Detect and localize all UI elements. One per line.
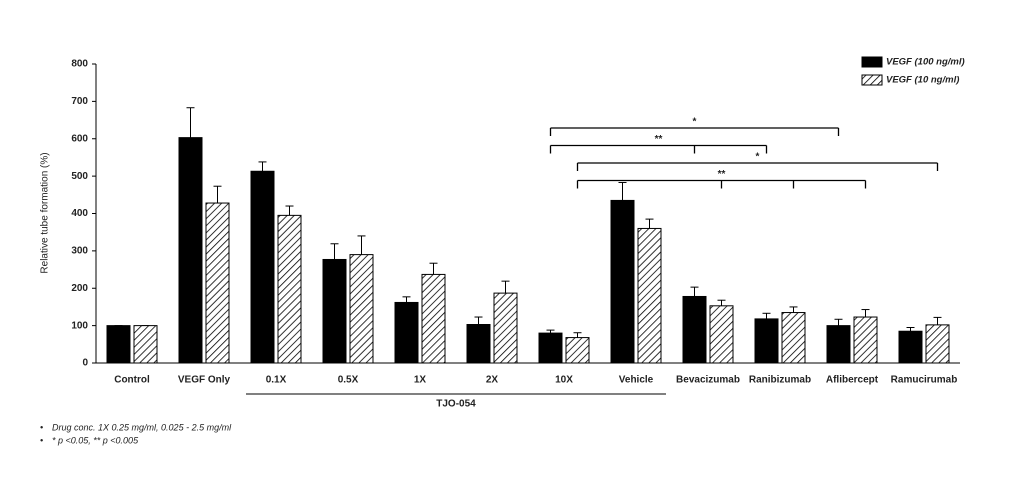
bar bbox=[781, 312, 806, 364]
bar bbox=[178, 137, 203, 364]
bar bbox=[682, 295, 707, 364]
bar bbox=[349, 254, 374, 364]
bar bbox=[754, 318, 779, 364]
bar bbox=[205, 202, 230, 364]
bar bbox=[133, 325, 158, 364]
x-tick-label: Ranibizumab bbox=[749, 375, 811, 386]
x-tick-label: 0.5X bbox=[338, 375, 359, 386]
x-tick-label: 10X bbox=[555, 375, 573, 386]
y-tick-label: 800 bbox=[71, 59, 88, 70]
y-tick-label: 500 bbox=[71, 171, 88, 182]
bar bbox=[826, 325, 851, 364]
bar bbox=[394, 301, 419, 364]
y-tick-label: 100 bbox=[71, 320, 88, 331]
bracket-label: ** bbox=[718, 169, 726, 180]
y-tick-label: 700 bbox=[71, 96, 88, 107]
bar bbox=[898, 330, 923, 364]
x-tick-label: 2X bbox=[486, 375, 499, 386]
x-tick-label: 1X bbox=[414, 375, 427, 386]
x-tick-label: Control bbox=[114, 375, 150, 386]
y-tick-label: 400 bbox=[71, 208, 88, 219]
bar bbox=[322, 258, 347, 364]
bar bbox=[637, 227, 662, 364]
bar bbox=[421, 273, 446, 364]
bar bbox=[538, 332, 563, 364]
legend-swatch bbox=[861, 74, 883, 86]
footnote: Drug conc. 1X 0.25 mg/ml, 0.025 - 2.5 mg… bbox=[52, 422, 232, 432]
legend-label: VEGF (100 ng/ml) bbox=[886, 57, 965, 68]
x-tick-label: Bevacizumab bbox=[676, 375, 740, 386]
bar bbox=[925, 324, 950, 364]
footnote: * p <0.05, ** p <0.005 bbox=[52, 435, 139, 445]
y-tick-label: 300 bbox=[71, 246, 88, 257]
bracket-label: * bbox=[756, 152, 760, 163]
x-tick-label: VEGF Only bbox=[178, 375, 231, 386]
x-tick-label: Ramucirumab bbox=[891, 375, 958, 386]
bar bbox=[106, 325, 131, 364]
group-label: TJO-054 bbox=[436, 399, 476, 410]
legend-swatch bbox=[861, 56, 883, 68]
bracket-label: * bbox=[693, 117, 697, 128]
bar bbox=[853, 316, 878, 364]
x-tick-label: Vehicle bbox=[619, 375, 654, 386]
bar bbox=[493, 292, 518, 364]
footnote-bullet: • bbox=[40, 422, 43, 432]
bar bbox=[709, 305, 734, 364]
bar bbox=[277, 214, 302, 364]
y-tick-label: 200 bbox=[71, 283, 88, 294]
y-tick-label: 0 bbox=[82, 358, 88, 369]
bar bbox=[565, 337, 590, 364]
bracket-label: ** bbox=[655, 134, 663, 145]
footnote-bullet: • bbox=[40, 435, 43, 445]
bar bbox=[466, 324, 491, 364]
bar bbox=[610, 199, 635, 364]
y-axis-label: Relative tube formation (%) bbox=[40, 152, 51, 273]
bar bbox=[250, 170, 275, 364]
y-tick-label: 600 bbox=[71, 133, 88, 144]
x-tick-label: Aflibercept bbox=[826, 375, 879, 386]
x-tick-label: 0.1X bbox=[266, 375, 287, 386]
legend-label: VEGF (10 ng/ml) bbox=[886, 75, 959, 86]
